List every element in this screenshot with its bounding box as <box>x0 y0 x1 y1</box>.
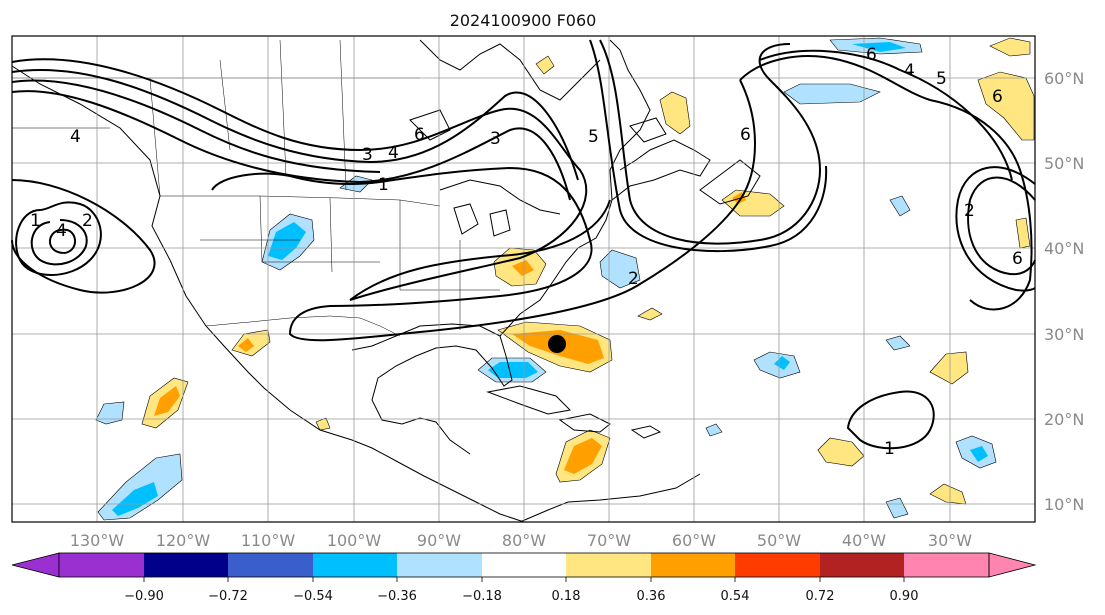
lon-label: 130°W <box>70 531 125 550</box>
storm-center-marker <box>548 335 566 353</box>
colorbar-segment <box>735 553 820 577</box>
colorbar-segment <box>313 553 397 577</box>
lat-label: 50°N <box>1044 154 1084 173</box>
contour-label: 1 <box>30 211 41 231</box>
contour-label: 5 <box>936 69 947 89</box>
contour-label: 6 <box>992 87 1003 107</box>
contour-label: 1 <box>378 175 389 195</box>
lon-label: 50°W <box>757 531 801 550</box>
contour-label: 6 <box>414 125 425 145</box>
contour-label: 6 <box>866 45 877 65</box>
colorbar-tick-label: −0.72 <box>208 589 248 604</box>
lon-label: 60°W <box>672 531 716 550</box>
colorbar-tick-label: −0.36 <box>377 589 417 604</box>
colorbar-tick-label: −0.90 <box>124 589 164 604</box>
contour-label: 5 <box>588 127 599 147</box>
gridlines <box>12 36 1035 522</box>
latitude-labels: 60°N 50°N 40°N 30°N 20°N 10°N <box>1044 69 1084 514</box>
contour-label: 2 <box>82 211 93 231</box>
colorbar-segment <box>820 553 904 577</box>
colorbar-segment <box>566 553 651 577</box>
colorbar-frame <box>58 552 990 578</box>
contour-label: 4 <box>70 127 81 147</box>
contour-label: 4 <box>56 221 67 241</box>
colorbar-segment <box>228 553 313 577</box>
contour-label-group: 4 2 4 6 4 1 3 5 6 2 1 6 4 5 6 2 6 1 3 <box>30 45 1023 459</box>
colorbar-tick-label: 0.72 <box>806 589 835 604</box>
colorbar-tick-label: 0.36 <box>637 589 666 604</box>
colorbar-tick-label: −0.18 <box>462 589 502 604</box>
lon-label: 80°W <box>502 531 546 550</box>
colorbar-segment <box>651 553 735 577</box>
lat-label: 40°N <box>1044 239 1084 258</box>
lat-label: 10°N <box>1044 495 1084 514</box>
contour-lines <box>11 39 1036 450</box>
lon-label: 110°W <box>241 531 296 550</box>
lat-label: 60°N <box>1044 69 1084 88</box>
colorbar-segment <box>904 553 989 577</box>
plot-title: 2024100900 F060 <box>450 11 597 30</box>
longitude-labels: 130°W 120°W 110°W 100°W 90°W 80°W 70°W 6… <box>70 531 972 550</box>
contour-label: 6 <box>740 125 751 145</box>
colorbar-segment <box>144 553 228 577</box>
coastlines <box>11 39 761 523</box>
colorbar-segment <box>482 553 566 577</box>
colorbar-tick-label: −0.54 <box>293 589 333 604</box>
contour-label: 6 <box>1012 249 1023 269</box>
contour-label: 1 <box>884 439 895 459</box>
lat-label: 30°N <box>1044 325 1084 344</box>
contour-label: 2 <box>964 201 975 221</box>
contour-label: 4 <box>904 61 915 81</box>
colorbar: −0.90 −0.72 −0.54 −0.36 −0.18 0.18 0.36 … <box>11 552 1037 604</box>
colorbar-tick-label: 0.90 <box>890 589 919 604</box>
colorbar-tick-label: 0.54 <box>721 589 750 604</box>
contour-label: 3 <box>362 145 373 165</box>
lon-label: 120°W <box>156 531 211 550</box>
lon-label: 30°W <box>928 531 972 550</box>
negative-anomaly-shading <box>95 37 997 521</box>
lon-label: 70°W <box>587 531 631 550</box>
contour-label: 2 <box>628 269 639 289</box>
lat-label: 20°N <box>1044 410 1084 429</box>
colorbar-ticks <box>143 577 905 582</box>
colorbar-extend-max <box>988 552 1037 578</box>
lon-label: 40°W <box>842 531 886 550</box>
contour-label: 4 <box>388 143 399 163</box>
colorbar-tick-label: 0.18 <box>552 589 581 604</box>
colorbar-segment <box>59 553 144 577</box>
map-frame <box>11 35 1036 523</box>
lon-label: 100°W <box>327 531 382 550</box>
colorbar-segment <box>397 553 482 577</box>
colorbar-extend-min <box>11 552 60 578</box>
map-panel: 4 2 4 6 4 1 3 5 6 2 1 6 4 5 6 2 6 1 3 <box>11 35 1036 523</box>
lon-label: 90°W <box>417 531 461 550</box>
contour-label: 3 <box>490 129 501 149</box>
